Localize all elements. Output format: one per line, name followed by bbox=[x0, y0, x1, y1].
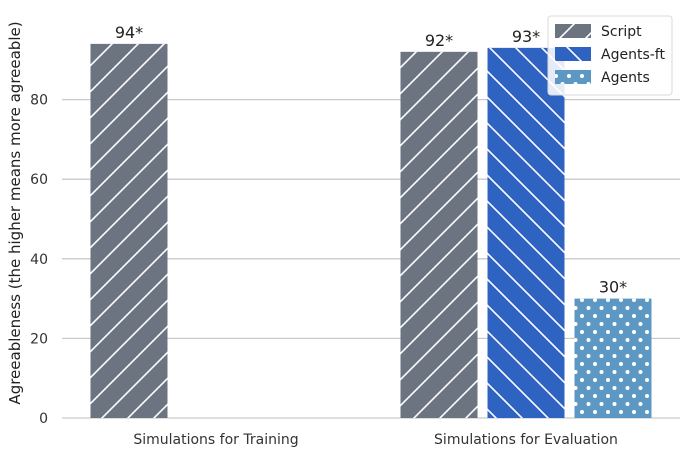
y-tick-label: 40 bbox=[30, 252, 48, 268]
labels-layer: 94* 92* 93* 30* bbox=[115, 23, 627, 297]
bar-hatch bbox=[400, 51, 478, 419]
bar-hatch bbox=[90, 43, 168, 418]
legend: Script Agents-ft Agents bbox=[547, 15, 673, 96]
y-tick-label: 60 bbox=[30, 172, 48, 188]
bar-agents-ft-1 bbox=[487, 47, 565, 419]
bar-hatch bbox=[487, 47, 565, 419]
legend-item-script: Script bbox=[555, 24, 642, 40]
bar-hatch bbox=[574, 298, 652, 418]
data-label: 94* bbox=[115, 23, 143, 42]
legend-item-agents: Agents bbox=[555, 70, 650, 86]
data-label: 92* bbox=[425, 31, 453, 50]
data-label: 93* bbox=[512, 27, 540, 46]
legend-label: Agents-ft bbox=[601, 47, 665, 63]
data-label: 30* bbox=[599, 278, 627, 297]
x-tick-label: Simulations for Training bbox=[133, 432, 298, 448]
x-tick-label: Simulations for Evaluation bbox=[434, 432, 618, 448]
bar-script-0 bbox=[90, 43, 168, 418]
bar-agents-1 bbox=[574, 298, 652, 418]
y-tick-label: 20 bbox=[30, 331, 48, 347]
y-tick-label: 0 bbox=[39, 411, 48, 427]
legend-swatch-hatch bbox=[555, 24, 591, 38]
legend-label: Script bbox=[601, 24, 642, 40]
legend-swatch-hatch bbox=[555, 70, 591, 84]
axis-layer: 0 20 40 60 80 Agreeableness (the higher means… bbox=[6, 21, 618, 448]
legend-label: Agents bbox=[601, 70, 650, 86]
y-tick-label: 80 bbox=[30, 93, 48, 109]
bar-script-1 bbox=[400, 51, 478, 419]
bars-layer bbox=[90, 43, 652, 419]
legend-item-agents-ft: Agents-ft bbox=[555, 47, 665, 63]
legend-swatch-hatch bbox=[555, 47, 591, 61]
y-axis-label: Agreeableness (the higher means more agr… bbox=[6, 21, 24, 404]
